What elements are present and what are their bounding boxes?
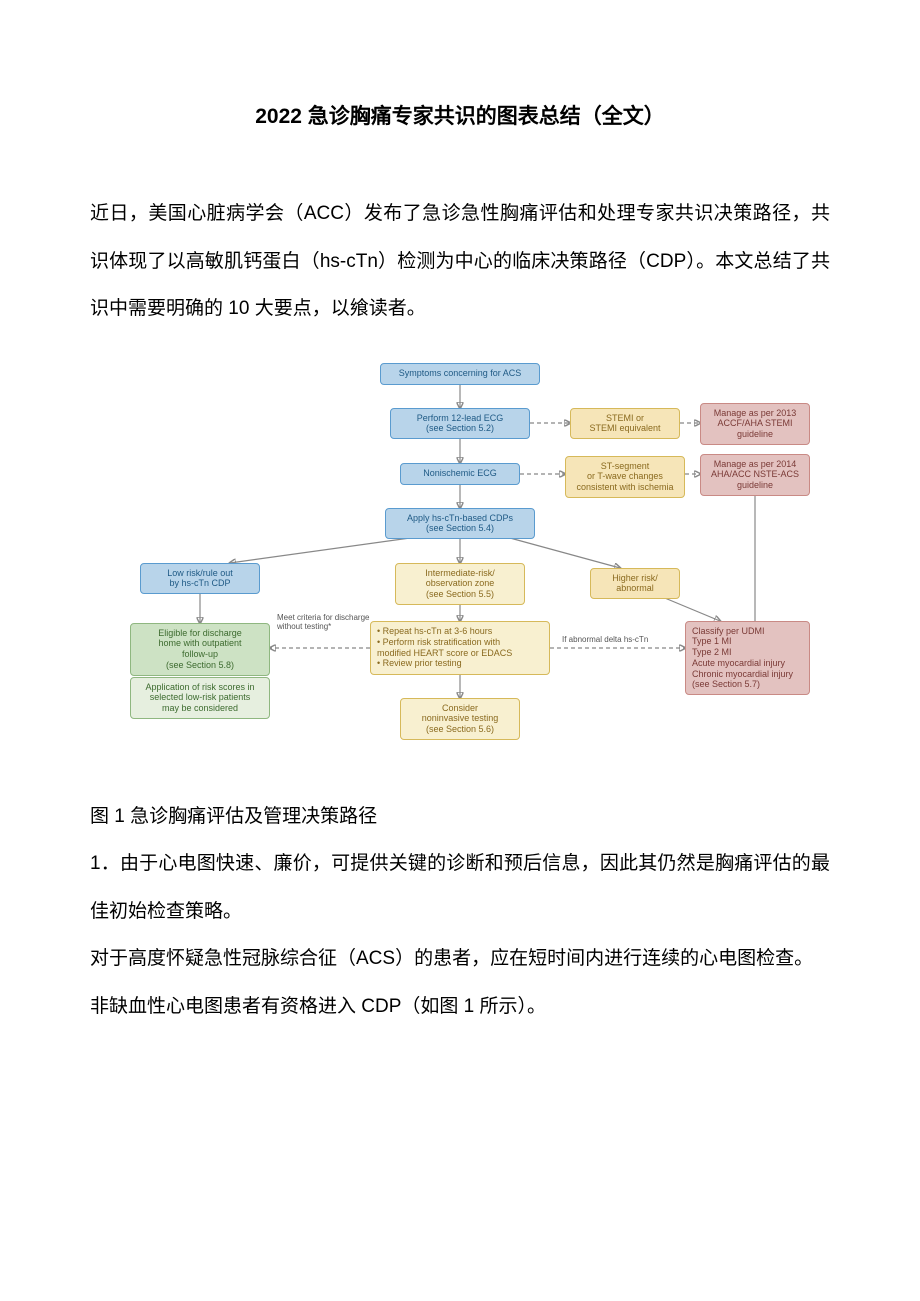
flowchart-edge-label: If abnormal delta hs-cTn bbox=[560, 635, 650, 644]
flowchart-node-n11: Higher risk/abnormal bbox=[590, 568, 680, 600]
flowchart-node-n14: Considernoninvasive testing(see Section … bbox=[400, 698, 520, 740]
flowchart-node-n1: Symptoms concerning for ACS bbox=[380, 363, 540, 385]
flowchart-node-n10: Intermediate-risk/observation zone(see S… bbox=[395, 563, 525, 605]
figure-1-caption: 图 1 急诊胸痛评估及管理决策路径 bbox=[90, 793, 830, 841]
flowchart-node-n15: Classify per UDMIType 1 MIType 2 MIAcute… bbox=[685, 621, 810, 696]
flowchart-edge-label: Meet criteria for discharge without test… bbox=[275, 613, 375, 631]
flowchart-node-n7: Manage as per 2014AHA/ACC NSTE-ACSguidel… bbox=[700, 454, 810, 496]
flowchart-node-n3: STEMI orSTEMI equivalent bbox=[570, 408, 680, 440]
figure-1-container: Meet criteria for discharge without test… bbox=[90, 363, 830, 763]
flowchart-node-n13: • Repeat hs-cTn at 3-6 hours• Perform ri… bbox=[370, 621, 550, 675]
point-1a: 1．由于心电图快速、廉价，可提供关键的诊断和预后信息，因此其仍然是胸痛评估的最佳… bbox=[90, 840, 830, 935]
intro-paragraph: 近日，美国心脏病学会（ACC）发布了急诊急性胸痛评估和处理专家共识决策路径，共识… bbox=[90, 190, 830, 333]
document-title: 2022 急诊胸痛专家共识的图表总结（全文） bbox=[90, 100, 830, 130]
flowchart-node-n12b: Application of risk scores inselected lo… bbox=[130, 677, 270, 719]
point-1c: 非缺血性心电图患者有资格进入 CDP（如图 1 所示）。 bbox=[90, 983, 830, 1031]
point-1b: 对于高度怀疑急性冠脉综合征（ACS）的患者，应在短时间内进行连续的心电图检查。 bbox=[90, 935, 830, 983]
flowchart-node-n9: Low risk/rule outby hs-cTn CDP bbox=[140, 563, 260, 595]
flowchart-node-n6: ST-segmentor T-wave changesconsistent wi… bbox=[565, 456, 685, 498]
flowchart-node-n8: Apply hs-cTn-based CDPs(see Section 5.4) bbox=[385, 508, 535, 540]
flowchart-node-n4: Manage as per 2013ACCF/AHA STEMIguidelin… bbox=[700, 403, 810, 445]
flowchart-node-n5: Nonischemic ECG bbox=[400, 463, 520, 485]
flowchart-node-n12: Eligible for dischargehome with outpatie… bbox=[130, 623, 270, 676]
figure-1-flowchart: Meet criteria for discharge without test… bbox=[110, 363, 810, 763]
flowchart-node-n2: Perform 12-lead ECG(see Section 5.2) bbox=[390, 408, 530, 440]
